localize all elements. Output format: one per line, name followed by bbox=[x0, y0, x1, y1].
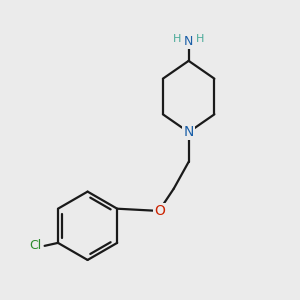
Text: N: N bbox=[184, 35, 193, 48]
Text: O: O bbox=[154, 204, 165, 218]
Text: Cl: Cl bbox=[29, 239, 42, 252]
Text: H: H bbox=[173, 34, 182, 44]
Text: H: H bbox=[196, 34, 204, 44]
Text: N: N bbox=[184, 125, 194, 139]
